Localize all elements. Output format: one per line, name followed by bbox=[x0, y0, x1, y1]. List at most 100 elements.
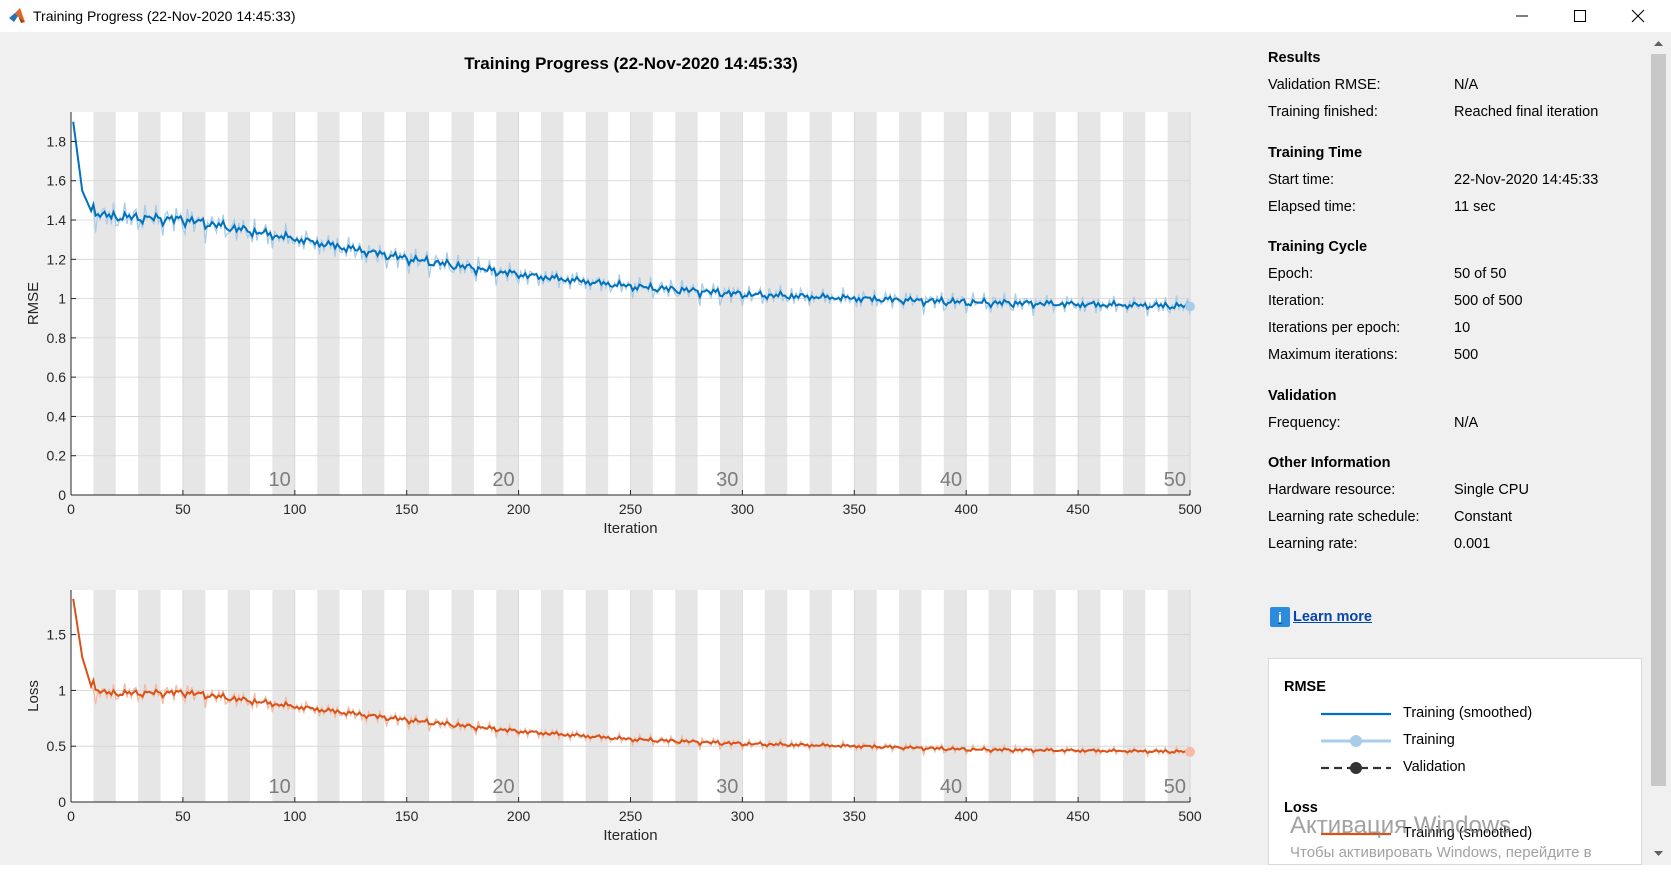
window-titlebar: Training Progress (22-Nov-2020 14:45:33) bbox=[0, 0, 1671, 32]
epoch-label: 20 bbox=[492, 776, 514, 798]
epoch-band bbox=[1167, 590, 1190, 802]
epoch-band bbox=[854, 590, 877, 802]
epoch-band bbox=[720, 590, 743, 802]
y-tick-label: 1.4 bbox=[47, 212, 67, 228]
section-heading: Training Cycle bbox=[1268, 239, 1368, 255]
legend-label: Validation bbox=[1403, 759, 1466, 775]
epoch-band bbox=[451, 112, 474, 495]
x-tick-label: 400 bbox=[955, 808, 979, 824]
info-value: N/A bbox=[1454, 415, 1479, 431]
epoch-band bbox=[138, 590, 161, 802]
epoch-band bbox=[272, 112, 295, 495]
rmse-chart: 10 20 30 40 500 50 100 150 200 250 300 350 400 450 500… bbox=[25, 112, 1202, 537]
legend-label: Training bbox=[1403, 732, 1455, 748]
info-label: Learning rate schedule: bbox=[1268, 509, 1420, 525]
epoch-band bbox=[317, 590, 340, 802]
legend-item: Training (smoothed) bbox=[1269, 704, 1639, 724]
epoch-label: 30 bbox=[716, 776, 738, 798]
epoch-band bbox=[1033, 590, 1056, 802]
epoch-band bbox=[809, 112, 832, 495]
epoch-band bbox=[809, 590, 832, 802]
close-icon bbox=[1631, 9, 1645, 23]
y-axis-title: Loss bbox=[25, 680, 42, 712]
y-axis-title: RMSE bbox=[25, 282, 42, 325]
info-label: Maximum iterations: bbox=[1268, 347, 1398, 363]
info-value: 10 bbox=[1454, 320, 1471, 336]
legend-item: Training bbox=[1269, 731, 1639, 751]
epoch-band bbox=[988, 590, 1011, 802]
x-tick-label: 350 bbox=[843, 808, 867, 824]
x-tick-label: 350 bbox=[843, 501, 867, 517]
y-tick-label: 0.8 bbox=[47, 330, 67, 346]
info-label: Start time: bbox=[1268, 172, 1335, 188]
info-label: Iteration: bbox=[1268, 293, 1325, 309]
info-label: Frequency: bbox=[1268, 415, 1341, 431]
vertical-scrollbar[interactable] bbox=[1646, 32, 1671, 865]
epoch-band bbox=[585, 590, 609, 802]
plot-title: Training Progress (22-Nov-2020 14:45:33) bbox=[464, 54, 798, 73]
epoch-label: 40 bbox=[940, 776, 962, 798]
x-tick-label: 500 bbox=[1178, 501, 1202, 517]
epoch-band bbox=[540, 590, 564, 802]
x-tick-label: 300 bbox=[731, 501, 755, 517]
minimize-button[interactable] bbox=[1493, 0, 1551, 32]
x-tick-label: 100 bbox=[283, 501, 307, 517]
maximize-button[interactable] bbox=[1551, 0, 1609, 32]
training-smoothed-line bbox=[72, 598, 1191, 754]
x-tick-label: 300 bbox=[731, 808, 755, 824]
loss-chart: 10 20 30 40 500 50 100 150 200 250 300 350 400 450 500… bbox=[25, 590, 1202, 844]
training-smoothed-line bbox=[72, 121, 1191, 311]
info-value: 0.001 bbox=[1454, 536, 1491, 552]
epoch-band bbox=[406, 112, 430, 495]
final-value-marker bbox=[1185, 301, 1195, 312]
epoch-band bbox=[899, 590, 922, 802]
scroll-down-icon[interactable] bbox=[1646, 845, 1671, 863]
learn-more-link[interactable]: i Learn more bbox=[1270, 607, 1372, 627]
scroll-up-icon[interactable] bbox=[1646, 34, 1671, 52]
epoch-label: 50 bbox=[1164, 469, 1186, 491]
epoch-band bbox=[764, 590, 788, 802]
epoch-band bbox=[540, 112, 564, 495]
info-value: 50 of 50 bbox=[1454, 266, 1507, 282]
epoch-band bbox=[227, 112, 251, 495]
epoch-band bbox=[720, 112, 743, 495]
info-label: Iterations per epoch: bbox=[1268, 320, 1401, 336]
epoch-band bbox=[1122, 590, 1146, 802]
legend-swatch bbox=[1321, 762, 1391, 774]
info-value: 500 bbox=[1454, 347, 1479, 363]
training-progress-panel: Training Progress (22-Nov-2020 14:45:33)… bbox=[0, 32, 1671, 865]
info-label: Elapsed time: bbox=[1268, 199, 1356, 215]
section-heading: Validation bbox=[1268, 388, 1337, 404]
y-tick-label: 1.2 bbox=[47, 251, 67, 267]
close-button[interactable] bbox=[1609, 0, 1667, 32]
x-tick-label: 500 bbox=[1178, 808, 1202, 824]
epoch-band bbox=[182, 112, 206, 495]
legend-label: Training (smoothed) bbox=[1403, 825, 1533, 841]
info-value: Single CPU bbox=[1454, 482, 1529, 498]
maximize-icon bbox=[1574, 10, 1586, 22]
info-value: 500 of 500 bbox=[1454, 293, 1523, 309]
x-tick-label: 400 bbox=[955, 501, 979, 517]
y-tick-label: 0.6 bbox=[47, 369, 67, 385]
y-tick-label: 0 bbox=[58, 487, 66, 503]
x-tick-label: 450 bbox=[1066, 501, 1090, 517]
epoch-band bbox=[764, 112, 788, 495]
legend-item: Validation bbox=[1269, 758, 1639, 778]
legend-item: Training (smoothed) bbox=[1269, 824, 1639, 844]
info-value: 22-Nov-2020 14:45:33 bbox=[1454, 172, 1599, 188]
epoch-label: 10 bbox=[269, 469, 291, 491]
x-tick-label: 200 bbox=[507, 808, 531, 824]
x-tick-label: 250 bbox=[619, 808, 643, 824]
epoch-band bbox=[496, 112, 519, 495]
info-label: Training finished: bbox=[1268, 104, 1378, 120]
epoch-band bbox=[138, 112, 161, 495]
y-tick-label: 1.5 bbox=[47, 627, 67, 643]
x-tick-label: 50 bbox=[175, 501, 191, 517]
learn-more-label: Learn more bbox=[1293, 609, 1372, 625]
epoch-band bbox=[451, 590, 474, 802]
scroll-thumb[interactable] bbox=[1651, 54, 1666, 786]
epoch-band bbox=[630, 112, 653, 495]
epoch-band bbox=[272, 590, 295, 802]
x-axis-title: Iteration bbox=[603, 827, 657, 844]
x-tick-label: 150 bbox=[395, 501, 419, 517]
